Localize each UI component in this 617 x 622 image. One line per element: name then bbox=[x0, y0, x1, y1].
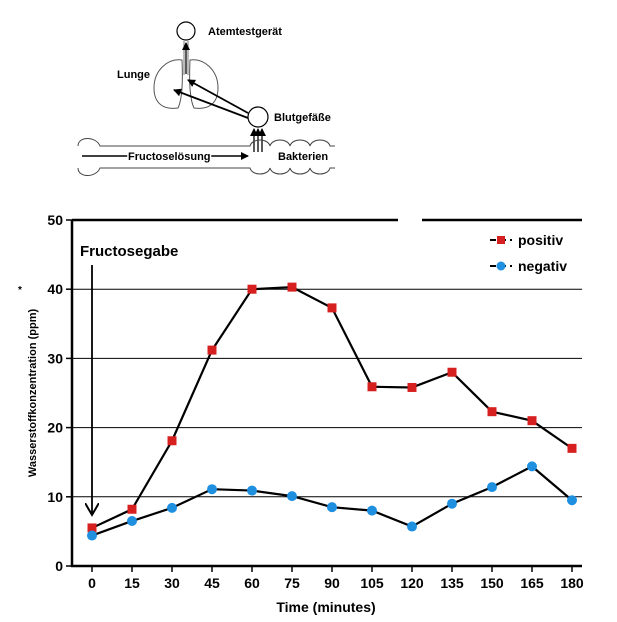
x-axis-label: Time (minutes) bbox=[276, 599, 375, 615]
absorption-diagram: Atemtestgerät Lunge Blutgefäße Fructosel… bbox=[77, 21, 335, 176]
intestine-icon bbox=[77, 138, 335, 176]
fructose-solution-label: Fructoselösung bbox=[128, 151, 211, 163]
data-point-negativ bbox=[167, 502, 177, 513]
blood-vessel-label: Blutgefäße bbox=[274, 112, 331, 124]
x-tick-label: 105 bbox=[360, 575, 384, 591]
x-tick-label: 180 bbox=[560, 575, 584, 591]
x-tick-label: 15 bbox=[124, 575, 140, 591]
series-line-negativ bbox=[91, 465, 573, 537]
y-tick-label: 30 bbox=[47, 350, 63, 366]
axes bbox=[70, 220, 582, 568]
data-point-positiv bbox=[287, 282, 297, 292]
x-tick-label: 0 bbox=[88, 575, 96, 591]
bacteria-label: Bakterien bbox=[278, 151, 328, 163]
blood-vessel-icon bbox=[247, 106, 269, 128]
chart: 0 10 20 30 40 50 0 15 30 45 60 75 90 105 120 135 150 165… bbox=[18, 212, 584, 615]
blood-to-lung-arrow bbox=[173, 88, 249, 119]
legend-swatch-marker bbox=[496, 261, 506, 271]
breath-tester-icon bbox=[176, 21, 196, 41]
y-tick-label: 0 bbox=[55, 558, 63, 574]
data-point-positiv bbox=[487, 407, 497, 417]
x-tick-label: 75 bbox=[284, 575, 300, 591]
legend-label: negativ bbox=[518, 258, 567, 274]
data-point-positiv bbox=[167, 436, 177, 446]
data-point-positiv bbox=[87, 523, 97, 533]
data-point-negativ bbox=[287, 491, 297, 502]
legend-item-negative: negativ bbox=[490, 258, 567, 274]
x-tick-label: 165 bbox=[520, 575, 544, 591]
series-line-positiv bbox=[91, 286, 573, 529]
data-point-negativ bbox=[367, 505, 377, 516]
legend-item-positive: positiv bbox=[490, 232, 563, 248]
data-point-negativ bbox=[207, 484, 217, 495]
x-tick-label: 45 bbox=[204, 575, 220, 591]
x-tick-label: 60 bbox=[244, 575, 260, 591]
data-point-positiv bbox=[407, 382, 417, 392]
data-point-positiv bbox=[247, 284, 257, 294]
data-point-negativ bbox=[247, 485, 257, 496]
lung-label: Lunge bbox=[117, 69, 150, 81]
data-point-positiv bbox=[207, 345, 217, 355]
data-point-positiv bbox=[567, 443, 577, 453]
x-tick-label: 90 bbox=[324, 575, 340, 591]
fructose-dose-annotation: Fructosegabe bbox=[80, 243, 178, 260]
data-point-negativ bbox=[127, 516, 137, 527]
data-point-positiv bbox=[447, 367, 457, 377]
y-tick-label: 10 bbox=[47, 489, 63, 505]
legend: positiv negativ bbox=[490, 232, 567, 274]
data-point-negativ bbox=[447, 498, 457, 509]
data-point-negativ bbox=[327, 502, 337, 513]
data-point-positiv bbox=[327, 303, 337, 313]
lung-left-icon bbox=[153, 59, 183, 109]
y-tick-label: 20 bbox=[47, 420, 63, 436]
y-axis-label-mark: * bbox=[18, 285, 22, 296]
y-tick-labels: 0 10 20 30 40 50 bbox=[47, 212, 72, 574]
data-point-negativ bbox=[87, 530, 97, 541]
x-tick-label: 150 bbox=[480, 575, 504, 591]
data-point-positiv bbox=[527, 416, 537, 426]
y-tick-label: 40 bbox=[47, 281, 63, 297]
data-point-negativ bbox=[527, 461, 537, 472]
y-tick-label: 50 bbox=[47, 212, 63, 228]
x-tick-label: 30 bbox=[164, 575, 180, 591]
data-point-negativ bbox=[487, 482, 497, 493]
data-point-negativ bbox=[407, 521, 417, 532]
data-point-positiv bbox=[367, 382, 377, 392]
grid bbox=[72, 218, 582, 498]
blood-to-lung-arrow bbox=[187, 79, 249, 114]
legend-swatch-marker bbox=[497, 236, 505, 244]
series-layer bbox=[87, 282, 577, 541]
y-axis-label: Wasserstoffkonzentration (ppm) bbox=[27, 309, 39, 478]
legend-label: positiv bbox=[518, 232, 563, 248]
data-point-negativ bbox=[567, 495, 577, 506]
breath-tester-label: Atemtestgerät bbox=[208, 26, 282, 38]
x-tick-label: 135 bbox=[440, 575, 464, 591]
data-point-positiv bbox=[127, 504, 137, 514]
x-tick-labels: 0 15 30 45 60 75 90 105 120 135 150 165 180 bbox=[88, 566, 584, 591]
x-tick-label: 120 bbox=[400, 575, 424, 591]
